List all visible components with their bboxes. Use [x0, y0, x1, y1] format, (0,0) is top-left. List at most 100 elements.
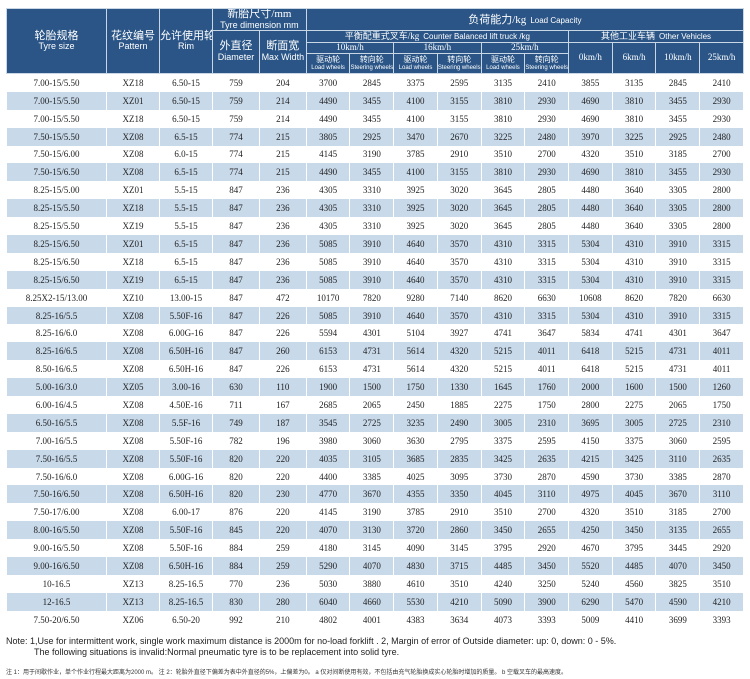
- table-cell: 4.50E-16: [158, 396, 214, 414]
- table-cell: 4045: [611, 485, 657, 504]
- table-cell: 7.50-16/5.5: [6, 449, 107, 468]
- table-cell: 2800: [568, 396, 613, 414]
- table-cell: 3700: [305, 73, 351, 92]
- diameter-en: Diameter: [217, 52, 255, 63]
- table-cell: 5.5-15: [158, 181, 214, 200]
- table-cell: 12-16.5: [6, 592, 107, 611]
- table-cell: 7.50-16/6.50: [6, 485, 107, 504]
- table-cell: 6.50H-16: [158, 557, 214, 575]
- table-cell: 774: [212, 127, 260, 146]
- table-cell: 4480: [568, 181, 613, 200]
- table-cell: 3225: [611, 127, 657, 146]
- table-cell: 7.00-15/5.50: [6, 73, 107, 92]
- table-cell: XZ08: [105, 539, 161, 558]
- table-cell: XZ08: [105, 485, 161, 504]
- table-cell: 2910: [436, 503, 482, 522]
- table-cell: 167: [258, 396, 307, 414]
- table-cell: 204: [258, 73, 307, 92]
- table-cell: 2725: [349, 413, 395, 432]
- table-cell: 2655: [699, 521, 744, 540]
- table-cell: 4145: [305, 145, 351, 164]
- table-cell: 1500: [655, 378, 701, 397]
- table-cell: 3315: [524, 306, 570, 325]
- table-cell: 847: [212, 270, 260, 289]
- table-cell: 782: [212, 431, 260, 450]
- table-cell: 3315: [699, 270, 744, 289]
- table-cell: 3110: [655, 449, 701, 468]
- table-body: 7.00-15/5.50 XZ18 6.50-15 759 204 3700 2845 337…: [6, 73, 744, 629]
- table-cell: 4830: [393, 557, 438, 575]
- table-cell: 3310: [349, 181, 395, 200]
- table-cell: 847: [212, 199, 260, 218]
- table-cell: XZ10: [105, 288, 161, 307]
- table-cell: 8.25-15/5.50: [6, 217, 107, 235]
- table-cell: 4073: [480, 610, 526, 629]
- table-cell: 3185: [655, 145, 701, 164]
- table-cell: 196: [258, 431, 307, 450]
- table-cell: 992: [212, 610, 260, 629]
- table-cell: 6.50H-16: [158, 485, 214, 504]
- table-cell: 8.25-16.5: [158, 592, 214, 611]
- table-cell: 3910: [655, 306, 701, 325]
- table-row: 7.50-17/6.00 XZ08 6.00-17 876 220 4145 3190 378…: [6, 503, 744, 522]
- rim-en: Rim: [178, 41, 195, 52]
- table-cell: 3145: [349, 539, 395, 558]
- table-cell: 4305: [305, 181, 351, 200]
- load-capacity-cn: 负荷能力/kg: [468, 14, 527, 27]
- table-cell: 4011: [524, 342, 570, 361]
- table-cell: 236: [258, 252, 307, 271]
- table-cell: 3570: [436, 235, 482, 253]
- table-cell: 4320: [436, 342, 482, 361]
- table-cell: 5215: [611, 342, 657, 361]
- table-cell: 3785: [393, 145, 438, 164]
- table-cell: 4741: [480, 324, 526, 343]
- table-cell: 4485: [611, 557, 657, 575]
- table-cell: 3640: [611, 217, 657, 235]
- table-cell: 4250: [568, 521, 613, 540]
- table-cell: 5520: [568, 557, 613, 575]
- table-cell: 4100: [393, 163, 438, 182]
- diameter-cn: 外直径: [219, 40, 253, 53]
- table-cell: 5.50F-16: [158, 521, 214, 540]
- steer-wheel-25: 转向轮 Steering wheels: [524, 52, 570, 74]
- table-cell: 259: [258, 557, 307, 575]
- table-cell: 3795: [480, 539, 526, 558]
- table-cell: 820: [212, 485, 260, 504]
- table-cell: 3980: [305, 431, 351, 450]
- table-row: 8.25-16/6.0 XZ08 6.00G-16 847 226 5594 4301 510…: [6, 324, 744, 343]
- table-cell: 8.25-16/6.0: [6, 324, 107, 343]
- steer-wheel-16: 转向轮 Steering wheels: [436, 52, 482, 74]
- table-cell: 4145: [305, 503, 351, 522]
- table-cell: XZ13: [105, 592, 161, 611]
- table-cell: 3570: [436, 270, 482, 289]
- table-cell: 4310: [611, 306, 657, 325]
- tyre-load-table: 轮胎规格 Tyre size 花纹编号 Pattern 允许使用轮辋 Rim 新…: [6, 8, 745, 629]
- table-cell: 3880: [349, 574, 395, 593]
- table-cell: 2635: [524, 449, 570, 468]
- table-cell: 260: [258, 342, 307, 361]
- table-cell: 1750: [393, 378, 438, 397]
- table-cell: 4670: [568, 539, 613, 558]
- table-cell: 2310: [524, 413, 570, 432]
- table-cell: 2930: [699, 109, 744, 128]
- table-row: 7.50-20/6.50 XZ06 6.50-20 992 210 4802 4001 438…: [6, 610, 744, 629]
- table-cell: 3095: [436, 467, 482, 486]
- table-cell: 6.00-17: [158, 503, 214, 522]
- table-cell: 6153: [305, 342, 351, 361]
- table-cell: 6630: [524, 288, 570, 307]
- table-cell: 774: [212, 145, 260, 164]
- table-cell: 6040: [305, 592, 351, 611]
- table-cell: 3135: [655, 521, 701, 540]
- table-cell: 3450: [611, 521, 657, 540]
- table-cell: 759: [212, 91, 260, 110]
- col-diameter: 外直径 Diameter: [212, 29, 260, 74]
- table-cell: 2310: [699, 413, 744, 432]
- table-cell: 3910: [349, 252, 395, 271]
- table-cell: 2595: [699, 431, 744, 450]
- table-cell: 6418: [568, 360, 613, 379]
- table-row: 5.00-16/3.0 XZ05 3.00-16 630 110 1900 1500 1750…: [6, 378, 744, 397]
- table-cell: 3020: [436, 217, 482, 235]
- col-max-width: 断面宽 Max Width: [258, 29, 307, 74]
- note-chinese: 注 1：用于间歇作业，单个作业行程最大距离为2000 m。 注 2：轮胎外直径下…: [6, 669, 568, 676]
- table-cell: 3910: [349, 235, 395, 253]
